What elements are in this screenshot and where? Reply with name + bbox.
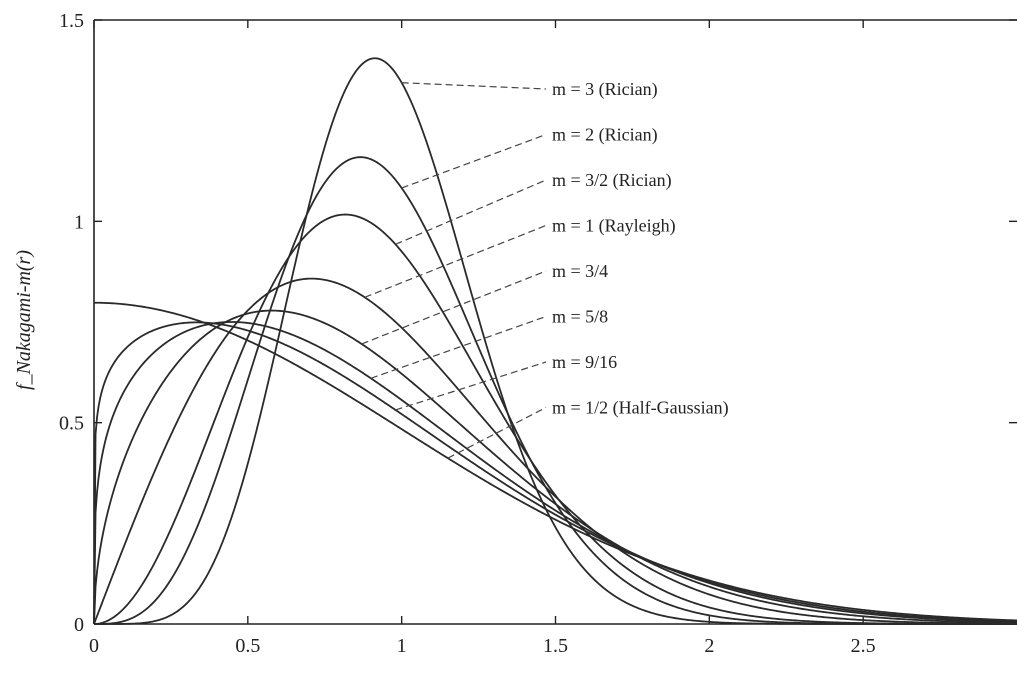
x-tick-label: 0 bbox=[89, 635, 99, 657]
series-leader bbox=[361, 270, 547, 345]
axes: 0 0.5 1 1.5 2 2.5 0 0.5 1 1.5 bbox=[59, 10, 1017, 657]
curves bbox=[93, 57, 1017, 625]
series-leader bbox=[447, 406, 547, 459]
series-label: m = 1 (Rayleigh) bbox=[552, 216, 676, 237]
curve-labels: m = 3 (Rician) m = 2 (Rician) m = 3/2 (Ric… bbox=[361, 79, 729, 459]
series-label: m = 2 (Rician) bbox=[552, 125, 658, 146]
series-label: m = 3 (Rician) bbox=[552, 79, 658, 100]
series-leader bbox=[370, 315, 547, 379]
y-tick-label: 1 bbox=[74, 211, 84, 233]
y-axis-label: f_Nakagami-m(r) bbox=[13, 250, 35, 390]
series-leader bbox=[395, 361, 547, 411]
series-label: m = 3/4 bbox=[552, 261, 608, 281]
x-tick-label: 0.5 bbox=[235, 635, 260, 657]
y-tick-label: 1.5 bbox=[59, 10, 84, 32]
series-leader bbox=[401, 133, 547, 189]
series-line bbox=[93, 277, 1017, 625]
series-label: m = 9/16 bbox=[552, 352, 617, 372]
series-leader bbox=[401, 82, 547, 90]
x-tick-label: 2.5 bbox=[851, 635, 876, 657]
x-tick-label: 1 bbox=[397, 635, 407, 657]
series-line bbox=[93, 321, 1017, 625]
x-tick-label: 2 bbox=[704, 635, 714, 657]
series-label: m = 5/8 bbox=[552, 307, 608, 327]
series-label: m = 1/2 (Half-Gaussian) bbox=[552, 398, 729, 419]
x-tick-label: 1.5 bbox=[543, 635, 568, 657]
series-leader bbox=[395, 179, 547, 245]
y-tick-label: 0.5 bbox=[59, 413, 84, 435]
series-line bbox=[94, 301, 1017, 622]
series-line bbox=[93, 309, 1017, 625]
series-line bbox=[93, 321, 1017, 625]
y-tick-label: 0 bbox=[74, 614, 84, 636]
series-label: m = 3/2 (Rician) bbox=[552, 170, 672, 191]
x-axis-label: r bbox=[556, 673, 564, 676]
